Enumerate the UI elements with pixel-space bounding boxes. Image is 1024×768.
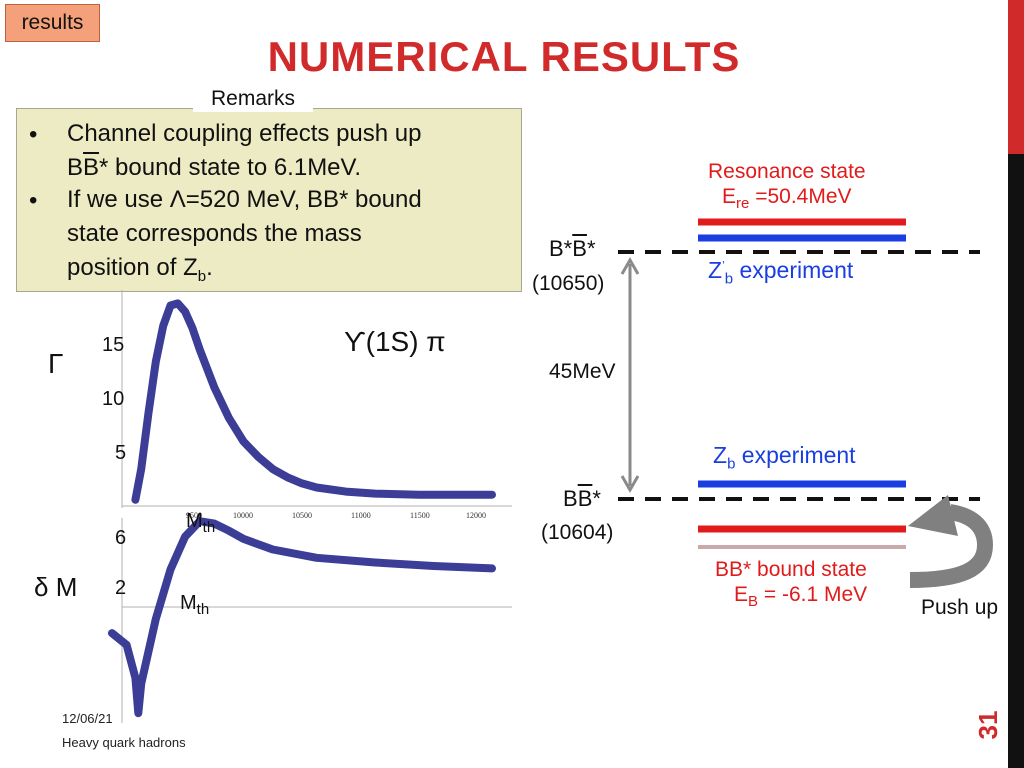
zb-prime-experiment-label: Z’b experiment (708, 257, 854, 288)
footer-course: Heavy quark hadrons (62, 735, 186, 750)
gap-arrow-head-up (620, 256, 640, 275)
remark-1: Channel coupling effects push up BB* bou… (67, 117, 507, 185)
resonance-state-title: Resonance state (708, 160, 866, 183)
remark-1-line-2: BB* bound state to 6.1MeV. (67, 154, 362, 181)
push-up-label: Push up (921, 596, 999, 619)
bullet-mark: • (29, 121, 38, 148)
y-tick-label: 2 (115, 577, 127, 599)
width-plot (108, 290, 512, 723)
footer-date: 12/06/21 (62, 711, 113, 726)
remark-2: If we use Λ=520 MeV, BB* bound state cor… (67, 183, 507, 294)
remark-2-line-2: state corresponds the mass (67, 220, 362, 247)
resonance-energy: Ere =50.4MeV (722, 185, 852, 213)
remarks-box: • Channel coupling effects push up BB* b… (16, 108, 522, 292)
bound-state-energy: EB = -6.1 MeV (734, 583, 868, 611)
bbbar-star-label: BB* (563, 486, 601, 511)
remark-2-line-3: position of Zb. (67, 254, 213, 285)
gamma-curve (131, 299, 496, 504)
x-tick-label: 11500 (410, 511, 430, 520)
channel-label: ϒ(1S) π (344, 326, 446, 357)
x-tick-label: 10000 (233, 511, 253, 520)
zb-experiment-label: Zb experiment (713, 442, 856, 473)
x-tick-label: 12000 (466, 511, 486, 520)
bullet-mark: • (29, 187, 38, 214)
remark-1-line-1: Channel coupling effects push up (67, 120, 422, 147)
gamma-axis-label: Γ (48, 348, 64, 379)
mass-shift-curve (108, 517, 496, 718)
y-tick-label: 10 (102, 388, 125, 410)
remark-2-line-1: If we use Λ=520 MeV, BB* bound (67, 186, 422, 213)
x-tick-label: 9500 (186, 511, 202, 520)
gamma-panel (121, 290, 512, 508)
push-up-arrow-body (909, 504, 994, 588)
push-up-arrow-head (908, 495, 958, 536)
slide-title: NUMERICAL RESULTS (267, 33, 741, 80)
results-tab[interactable]: results (5, 4, 100, 42)
accent-bar-red (1008, 0, 1024, 154)
gap-label: 45MeV (549, 360, 616, 383)
energy-level-diagram (618, 218, 994, 588)
bstar-bbar-star-label: B*B* (549, 236, 596, 261)
page-number: 31 (973, 710, 1003, 740)
mass-shift-panel (108, 517, 512, 723)
x-tick-label: 10500 (292, 511, 312, 520)
y-tick-label: 5 (115, 442, 127, 464)
bb-threshold-mass: (10604) (541, 521, 614, 544)
x-tick-label: 11000 (351, 511, 371, 520)
y-tick-label: 6 (115, 527, 127, 549)
delta-m-axis-label: δ M (34, 572, 78, 602)
mth-label-lower: Mth (180, 592, 210, 618)
y-tick-label: 15 (102, 334, 125, 356)
gap-arrow-head-down (620, 475, 640, 494)
bound-state-title: BB* bound state (715, 558, 867, 581)
bstar-threshold-mass: (10650) (532, 272, 605, 295)
mth-label-upper: Mth (186, 510, 216, 536)
remarks-label: Remarks (193, 86, 313, 112)
accent-bar-black (1008, 154, 1024, 768)
